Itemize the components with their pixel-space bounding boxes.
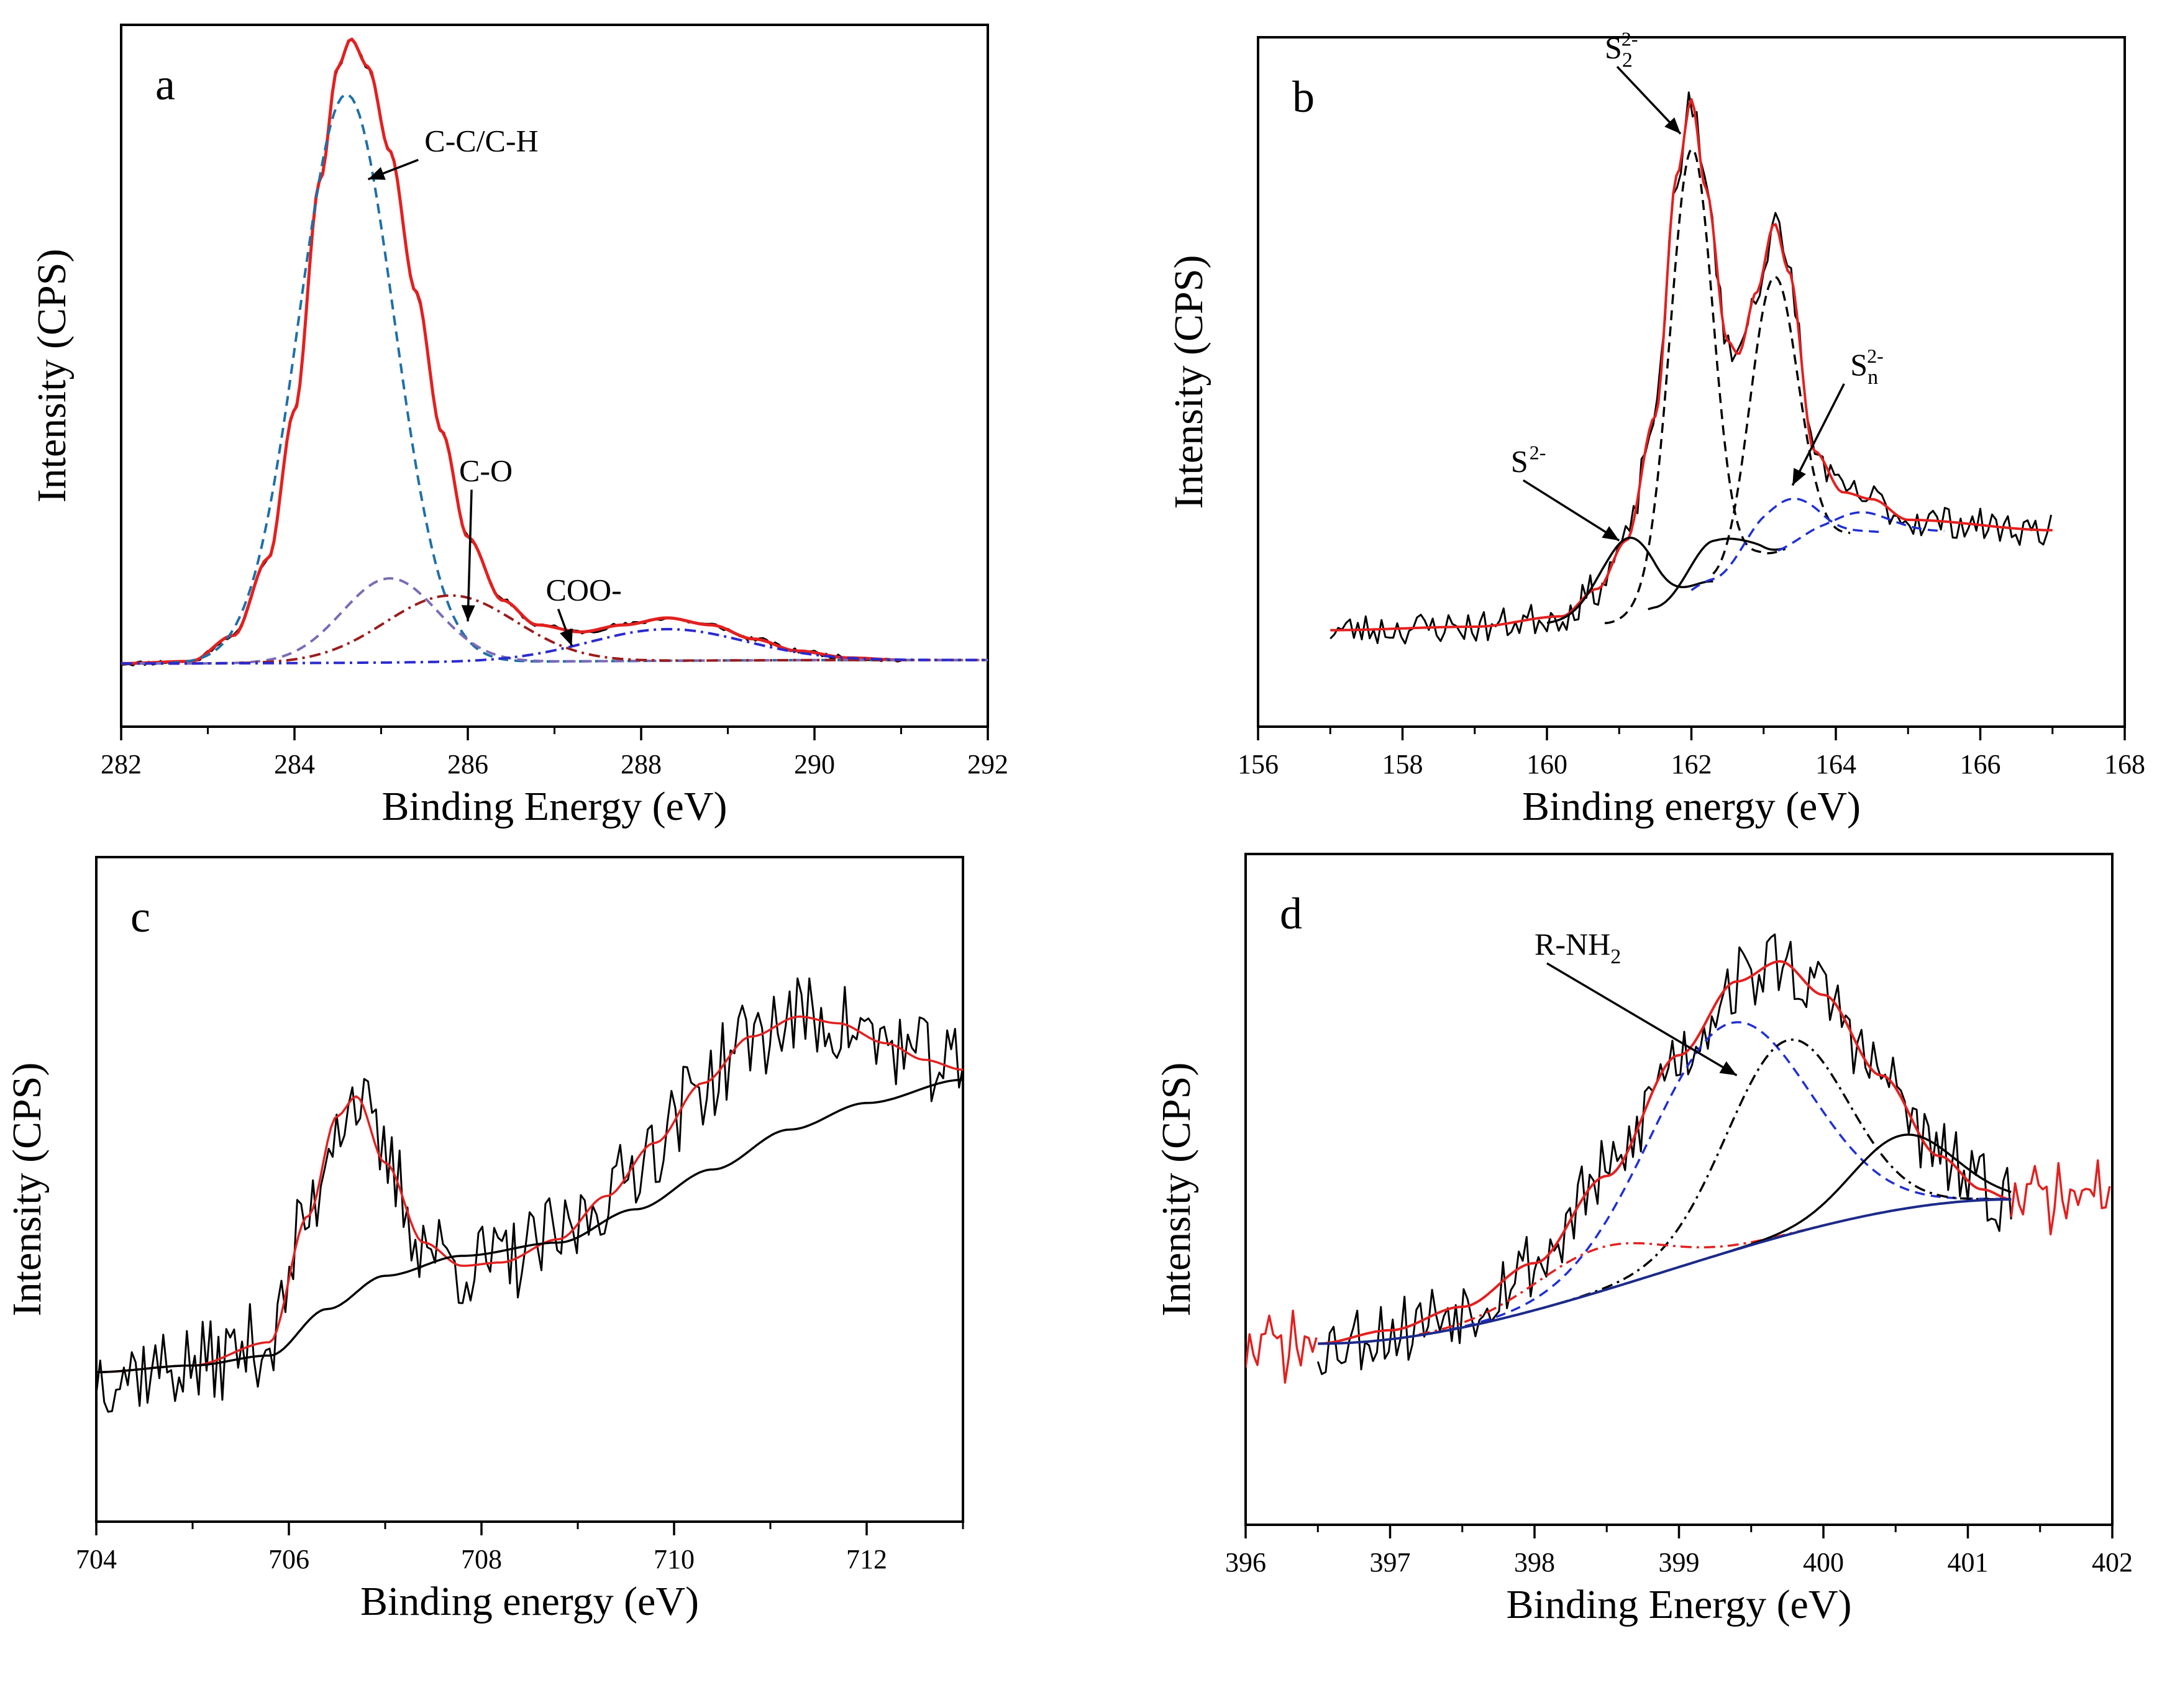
- series-coo-: [121, 628, 988, 665]
- series-s2-2-a-: [1604, 148, 1786, 625]
- panel-a: 282 284 286 288 290 292 Binding Energy (eV) Int…: [29, 24, 1008, 829]
- series-experimental: [1330, 91, 2053, 645]
- series-sn-2-a-: [1690, 497, 1880, 591]
- annotation-label: C-C/C-H: [424, 123, 538, 158]
- annotation-label: Sn2-: [1850, 345, 1883, 389]
- x-axis-label: Binding Energy (eV): [1506, 1582, 1851, 1627]
- series-s-2-a-: [1546, 537, 1714, 624]
- plot-area: [121, 37, 988, 666]
- x-tick-label: 288: [621, 749, 662, 779]
- plot-frame-b: [1257, 36, 2126, 728]
- annotation-label: C-O: [459, 453, 513, 488]
- x-tick-label: 402: [2092, 1547, 2133, 1578]
- x-tick-label: 160: [1526, 749, 1567, 779]
- arrowhead-icon: [368, 166, 386, 180]
- series-component-2: [1534, 1038, 2012, 1312]
- x-tick-label: 156: [1238, 749, 1279, 779]
- x-tick-label: 292: [967, 749, 1008, 779]
- series-fitted-envelope: [96, 1015, 963, 1374]
- panel-label: a: [155, 60, 175, 109]
- panel-c: 704 706 708 710 712 Binding energy (eV) Intens…: [4, 856, 964, 1624]
- arrowhead-icon: [461, 605, 475, 622]
- x-tick-label: 712: [846, 1544, 887, 1574]
- series-fitted-envelope: [121, 37, 901, 665]
- panel-label: c: [130, 892, 150, 942]
- y-axis-label: Intensity (CPS): [1166, 255, 1211, 509]
- x-tick-label: 168: [2104, 749, 2145, 779]
- plot-area: [1330, 91, 2053, 645]
- arrowhead-icon: [1602, 526, 1620, 541]
- arrowhead-icon: [1719, 1061, 1737, 1076]
- annotation-arrow: [467, 489, 473, 622]
- panel-label: d: [1280, 889, 1302, 938]
- x-tick-label: 708: [461, 1544, 502, 1574]
- x-tick-label: 704: [76, 1544, 117, 1574]
- series-background: [1318, 1198, 2012, 1345]
- x-tick-label: 710: [654, 1544, 695, 1574]
- y-axis-label: Intensity (CPS): [1154, 1063, 1199, 1317]
- x-tick-label: 162: [1671, 749, 1712, 779]
- panel-d: 396 397 398 399 400 401 402 Binding Energy (eV)…: [1154, 853, 2133, 1627]
- annotation-label: R-NH2: [1535, 927, 1621, 968]
- series-fitted-envelope: [1330, 98, 2053, 632]
- x-tick-label: 401: [1948, 1547, 1989, 1578]
- series-s-2-b-: [1647, 537, 1786, 611]
- series-background: [96, 1078, 963, 1374]
- x-tick-label: 397: [1370, 1547, 1411, 1578]
- annotation-label: S2-: [1511, 441, 1546, 478]
- annotation-arrow: [1522, 479, 1620, 542]
- x-tick-label: 290: [794, 749, 835, 779]
- series-sn-2-b-: [1777, 511, 1945, 552]
- x-tick-label: 286: [447, 749, 488, 779]
- panel-label: b: [1292, 72, 1315, 122]
- x-tick-label: 706: [268, 1544, 309, 1574]
- plot-frame-a: [120, 24, 989, 728]
- annotation-label: COO-: [546, 573, 622, 607]
- y-axis-label: Intensity (CPS): [4, 1063, 50, 1317]
- series-c-o-1-: [121, 577, 988, 665]
- series-experimental: [1316, 933, 2012, 1375]
- x-axis-label: Binding energy (eV): [1522, 784, 1861, 829]
- series-s2-2-b-: [1712, 276, 1851, 575]
- series-raw-tail-red-: [2010, 1159, 2111, 1236]
- plot-area: [1246, 933, 2111, 1384]
- x-tick-label: 400: [1803, 1547, 1844, 1578]
- series-component-3: [1418, 1198, 2012, 1336]
- x-tick-label: 164: [1815, 749, 1856, 779]
- arrowhead-icon: [560, 628, 573, 647]
- x-tick-label: 166: [1960, 749, 2001, 779]
- y-axis-label: Intensity (CPS): [29, 249, 75, 503]
- x-tick-label: 399: [1659, 1547, 1700, 1578]
- x-tick-label: 396: [1225, 1547, 1266, 1578]
- x-axis-label: Binding energy (eV): [360, 1579, 699, 1624]
- arrowhead-icon: [1664, 117, 1681, 134]
- series-fitted-envelope: [1318, 960, 2012, 1345]
- x-tick-label: 158: [1382, 749, 1423, 779]
- annotation-label: S22-: [1605, 27, 1638, 71]
- annotation-arrow: [1791, 383, 1845, 486]
- panel-b: 156 158 160 162 164 166 168 Binding energy (eV)…: [1166, 27, 2145, 829]
- arrowhead-icon: [1792, 468, 1806, 486]
- series-r-nh2: [1433, 1021, 2012, 1334]
- x-tick-label: 398: [1514, 1547, 1555, 1578]
- x-tick-label: 282: [101, 749, 142, 779]
- series-experimental: [96, 977, 963, 1413]
- x-axis-label: Binding Energy (eV): [381, 784, 727, 829]
- annotation-arrow: [1546, 962, 1738, 1076]
- x-tick-label: 284: [274, 749, 315, 779]
- plot-frame-c: [95, 856, 964, 1523]
- plot-area: [96, 977, 963, 1413]
- series-raw-tail-red-: [1246, 1309, 1318, 1384]
